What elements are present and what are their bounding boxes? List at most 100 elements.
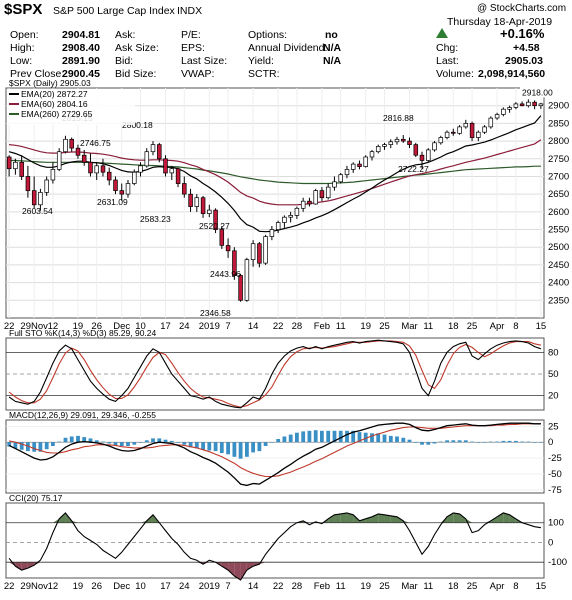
candle-body (182, 183, 187, 195)
candle-body (6, 156, 12, 170)
cci-x-tick-label: 18 (448, 581, 459, 592)
macd-histogram-bar (507, 440, 512, 443)
macd-histogram-bar (101, 441, 105, 443)
candle-body (332, 181, 337, 188)
cci-x-tick-label: 29Nov (20, 581, 48, 592)
candle-body (194, 197, 200, 207)
macd-histogram-bar (51, 442, 55, 446)
bid-size-label: Bid Size: (115, 68, 157, 80)
candle-body (225, 245, 231, 252)
macd-histogram-bar (301, 431, 306, 443)
candle-body (132, 171, 137, 184)
macd-histogram-bar (219, 442, 224, 453)
x-tick-label: 2019 (199, 321, 220, 332)
macd-histogram-bar (144, 440, 149, 443)
options-label: Options: (248, 29, 288, 41)
cci-x-tick-label: 28 (292, 581, 303, 592)
macd-histogram-bar (151, 438, 155, 443)
cci-extreme-fill (9, 562, 16, 567)
macd-histogram-bar (257, 442, 262, 452)
candle-body (526, 101, 531, 107)
cci-tick-label: 0 (548, 537, 553, 548)
cci-x-tick-label: 10 (135, 581, 146, 592)
cci-extreme-fill (27, 562, 35, 569)
cci-x-tick-label: 7 (225, 581, 230, 592)
open-value: 2904.81 (62, 29, 100, 41)
sto-tick-label: 20 (548, 391, 559, 402)
candle-body (350, 163, 356, 170)
macd-signal-line (8, 423, 541, 478)
candle-body (507, 107, 512, 110)
pe-label: P/E: (181, 29, 201, 41)
macd-histogram-bar (138, 442, 143, 443)
x-tick-label: 26 (91, 321, 102, 332)
ask-size-label: Ask Size: (115, 42, 159, 54)
cci-extreme-fill (234, 562, 241, 580)
macd-histogram-bar (526, 441, 531, 443)
macd-histogram-bar (263, 442, 268, 446)
candle-body (501, 108, 506, 115)
cci-x-tick-label: 8 (513, 581, 518, 592)
cci-x-tick-label: 19 (360, 581, 371, 592)
candle-body (113, 179, 118, 191)
cci-extreme-fill (403, 520, 410, 523)
macd-histogram-bar (345, 430, 349, 443)
eps-label: EPS: (181, 42, 205, 54)
candle-body (513, 103, 519, 108)
candle-body (394, 138, 400, 143)
macd-histogram-bar (32, 442, 37, 452)
candle-body (463, 123, 469, 128)
sto-tick-label: 80 (548, 347, 559, 358)
candle-body (282, 216, 287, 223)
price-annotation: 2631.09 (97, 197, 128, 207)
candle-body (519, 103, 525, 107)
cci-x-tick-label: Feb (314, 581, 330, 592)
x-tick-label: 25 (467, 321, 478, 332)
candle-body (319, 190, 325, 199)
x-tick-label: 7 (225, 321, 230, 332)
macd-histogram-bar (182, 442, 187, 445)
cci-extreme-fill (59, 512, 66, 523)
cci-extreme-fill (497, 512, 504, 523)
candle-body (175, 168, 181, 184)
candle-body (169, 168, 175, 174)
price-panel-frame (5, 87, 545, 319)
cci-tick-label: 100 (548, 518, 564, 529)
cci-x-tick-label: 12 (48, 581, 59, 592)
legend-entry: EMA(20) 2872.27 (21, 89, 88, 99)
low-label: Low: (10, 55, 33, 67)
macd-histogram-bar (207, 442, 212, 451)
volume-label: Volume: (436, 68, 474, 80)
x-tick-label: 10 (135, 321, 146, 332)
price-annotation: 2520.27 (199, 221, 230, 231)
macd-histogram-bar (470, 441, 474, 443)
dividend-value: N/A (323, 42, 342, 54)
macd-histogram-bar (69, 436, 74, 443)
macd-histogram-bar (457, 440, 462, 443)
macd-histogram-bar (245, 442, 249, 457)
macd-histogram-bar (413, 442, 418, 443)
price-tick-label: 2800 (548, 136, 569, 147)
candle-body (438, 137, 444, 144)
candle-body (469, 123, 475, 138)
macd-histogram-bar (295, 432, 299, 443)
candle-body (432, 142, 437, 151)
candle-body (300, 200, 306, 209)
macd-histogram-bar (532, 442, 537, 443)
candle-body (263, 236, 268, 264)
macd-histogram-bar (351, 430, 356, 443)
macd-histogram-bar (445, 440, 449, 443)
macd-histogram-bar (501, 440, 506, 443)
x-tick-label: 25 (379, 321, 390, 332)
macd-histogram-bar (495, 441, 499, 443)
quote-date: Thursday 18-Apr-2019 (447, 16, 553, 28)
candle-body (426, 149, 431, 161)
x-tick-label: 11 (336, 321, 346, 332)
macd-histogram-bar (169, 440, 174, 443)
prev-close-label: Prev Close: (10, 68, 65, 80)
macd-histogram-bar (201, 442, 205, 450)
sto-title: Full STO %K(14,3) %D(3) 85.29, 90.24 (9, 328, 157, 338)
macd-histogram-bar (251, 442, 255, 453)
macd-histogram-bar (44, 442, 49, 450)
